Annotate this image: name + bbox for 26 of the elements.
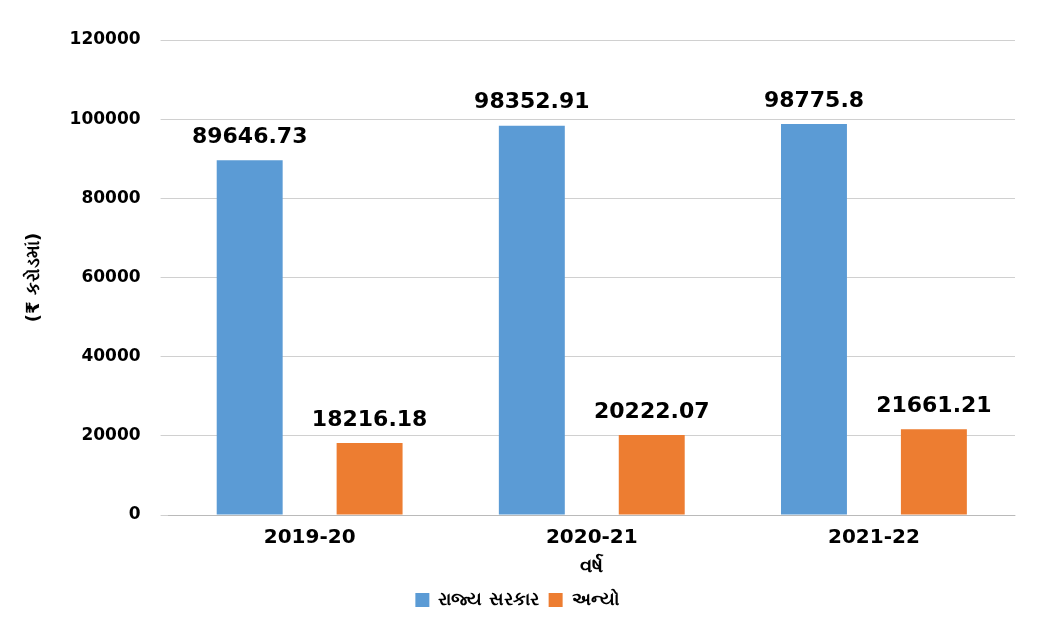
- data-label: 21661.21: [876, 391, 992, 417]
- x-tick-label: 2021-22: [828, 524, 920, 549]
- y-tick-label: 0: [128, 503, 141, 524]
- y-tick-label: 40000: [81, 345, 141, 366]
- data-label: 98352.91: [474, 88, 590, 114]
- x-tick-label: 2019-20: [263, 524, 356, 549]
- y-axis-title: (₹ કરોડમાં): [22, 232, 44, 323]
- bar: [216, 160, 283, 515]
- x-tick-label: 2020-21: [545, 524, 638, 549]
- y-tick-label: 60000: [81, 265, 141, 286]
- bar: [618, 434, 685, 515]
- data-label: 89646.73: [191, 122, 308, 148]
- bar: [336, 442, 403, 515]
- data-label: 18216.18: [311, 405, 428, 431]
- y-tick-label: 120000: [69, 28, 141, 49]
- y-tick-label: 20000: [81, 424, 141, 445]
- data-label: 20222.07: [593, 397, 710, 423]
- y-tick-label: 80000: [81, 186, 141, 207]
- data-label: 98775.8: [763, 86, 865, 112]
- bar: [498, 125, 565, 515]
- legend-label: અન્યો: [571, 587, 620, 609]
- legend-label: રાજ્ય સરકાર: [438, 587, 540, 609]
- bar: [781, 124, 847, 515]
- y-tick-label: 100000: [69, 107, 141, 128]
- x-axis-title: વર્ષ: [580, 553, 605, 578]
- bar: [900, 429, 967, 515]
